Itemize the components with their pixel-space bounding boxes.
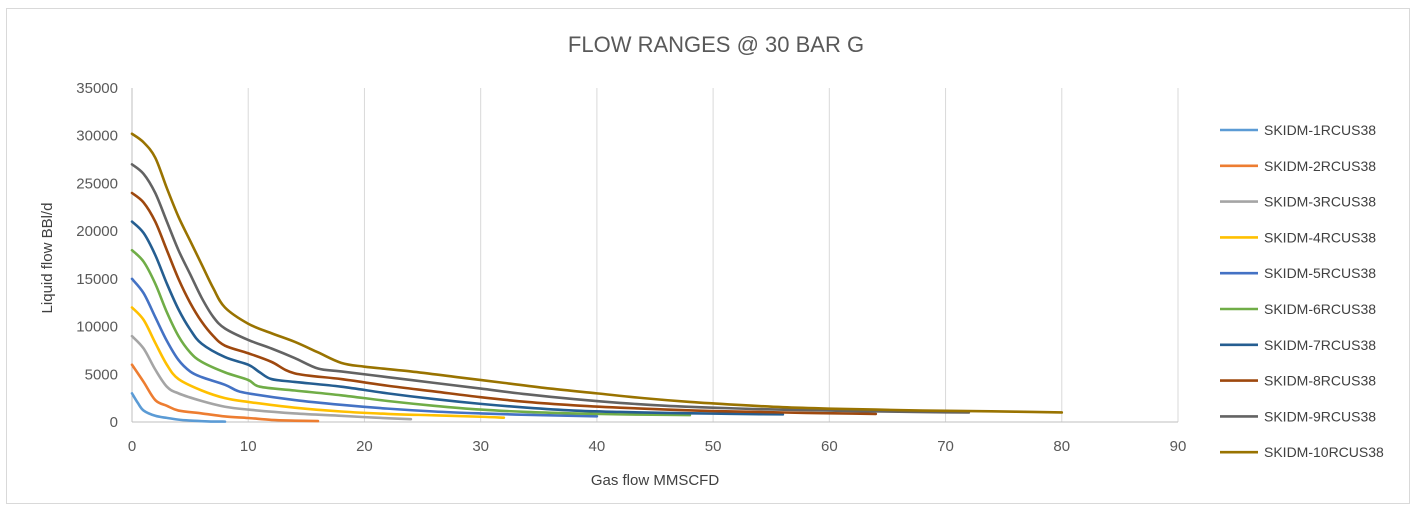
x-tick-label: 10 xyxy=(240,438,257,455)
series-line-1 xyxy=(132,393,225,421)
legend-label: SKIDM-8RCUS38 xyxy=(1264,373,1376,389)
y-axis-title: Liquid flow BBl/d xyxy=(39,203,56,314)
y-tick-label: 10000 xyxy=(76,319,118,336)
chart-title: FLOW RANGES @ 30 BAR G xyxy=(568,32,864,57)
series-line-6 xyxy=(132,250,690,415)
y-tick-label: 30000 xyxy=(76,128,118,145)
x-tick-label: 30 xyxy=(472,438,489,455)
legend-label: SKIDM-10RCUS38 xyxy=(1264,444,1384,460)
y-tick-label: 0 xyxy=(110,414,118,431)
x-axis-title: Gas flow MMSCFD xyxy=(591,472,720,489)
x-tick-label: 50 xyxy=(705,438,722,455)
y-tick-label: 15000 xyxy=(76,271,118,288)
x-tick-labels: 0 10 20 30 40 50 60 70 80 90 xyxy=(128,438,1187,455)
x-tick-label: 40 xyxy=(589,438,606,455)
series-line-9 xyxy=(132,164,969,412)
legend-label: SKIDM-5RCUS38 xyxy=(1264,265,1376,281)
legend-label: SKIDM-9RCUS38 xyxy=(1264,408,1376,424)
x-tick-label: 80 xyxy=(1053,438,1070,455)
x-tick-label: 20 xyxy=(356,438,373,455)
gridlines xyxy=(248,88,1178,422)
y-tick-label: 20000 xyxy=(76,223,118,240)
x-tick-label: 0 xyxy=(128,438,136,455)
x-tick-label: 60 xyxy=(821,438,838,455)
y-tick-label: 25000 xyxy=(76,175,118,192)
legend-label: SKIDM-1RCUS38 xyxy=(1264,122,1376,138)
y-tick-labels: 0 5000 10000 15000 20000 25000 30000 35000 xyxy=(76,80,118,431)
legend-label: SKIDM-7RCUS38 xyxy=(1264,337,1376,353)
legend-label: SKIDM-2RCUS38 xyxy=(1264,158,1376,174)
x-tick-label: 70 xyxy=(937,438,954,455)
legend-label: SKIDM-4RCUS38 xyxy=(1264,229,1376,245)
legend-label: SKIDM-3RCUS38 xyxy=(1264,194,1376,210)
y-tick-label: 35000 xyxy=(76,80,118,97)
series-line-8 xyxy=(132,193,876,414)
y-tick-label: 5000 xyxy=(85,366,118,383)
legend: SKIDM-1RCUS38 SKIDM-2RCUS38 SKIDM-3RCUS38 S… xyxy=(1220,122,1384,460)
legend-label: SKIDM-6RCUS38 xyxy=(1264,301,1376,317)
x-tick-label: 90 xyxy=(1170,438,1187,455)
